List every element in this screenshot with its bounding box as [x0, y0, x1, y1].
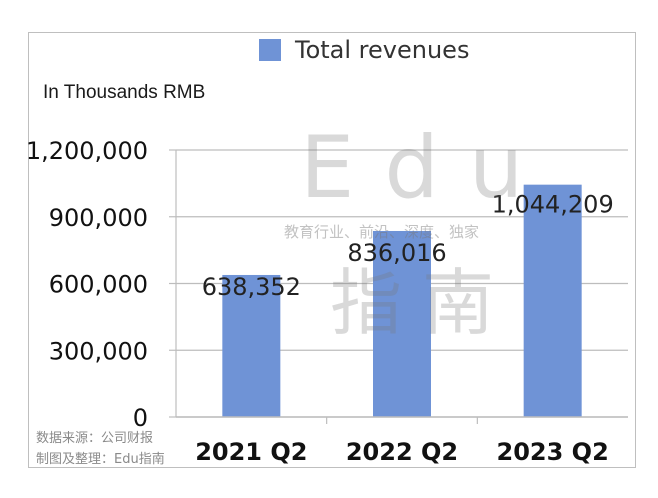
- y-tick-label: 300,000: [49, 337, 148, 365]
- data-label: 1,044,209: [492, 191, 614, 219]
- legend: Total revenues: [259, 36, 469, 64]
- source-note-line-2: 制图及整理：Edu指南: [36, 452, 165, 467]
- legend-label: Total revenues: [295, 36, 470, 64]
- bar: [373, 230, 431, 417]
- data-label: 836,016: [347, 239, 446, 267]
- x-tick-label: 2022 Q2: [346, 438, 458, 466]
- y-tick-label: 0: [133, 404, 148, 432]
- bar: [222, 274, 281, 417]
- source-note-line-1: 数据来源：公司财报: [36, 431, 154, 446]
- x-tick-label: 2021 Q2: [195, 438, 307, 466]
- data-label: 638,352: [202, 273, 301, 301]
- bar: [523, 184, 582, 417]
- y-tick-label: 600,000: [49, 271, 148, 299]
- y-tick-label: 900,000: [49, 204, 148, 232]
- x-tick-label: 2023 Q2: [497, 438, 609, 466]
- y-axis-unit-label: In Thousands RMB: [43, 82, 206, 103]
- legend-swatch: [259, 39, 281, 61]
- y-tick-label: 1,200,000: [26, 137, 148, 165]
